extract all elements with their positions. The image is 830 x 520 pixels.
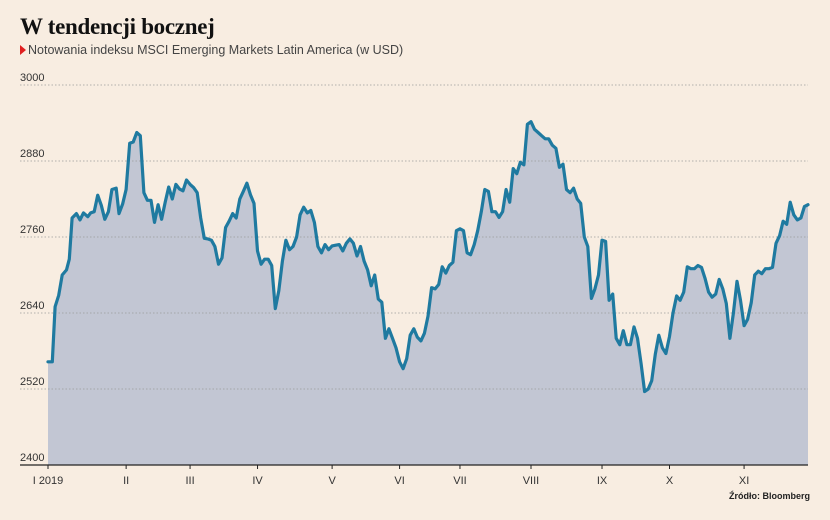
subtitle-text: Notowania indeksu MSCI Emerging Markets … — [28, 43, 404, 57]
source-note: Źródło: Bloomberg — [729, 491, 810, 501]
y-tick-label: 3000 — [20, 72, 44, 84]
y-tick-label: 2760 — [20, 224, 44, 236]
x-tick-label: VII — [453, 475, 466, 487]
y-tick-label: 2640 — [20, 300, 44, 312]
subtitle-marker-icon — [20, 45, 26, 55]
y-tick-label: 2880 — [20, 148, 44, 160]
x-tick-label: V — [328, 475, 336, 487]
x-tick-label: VIII — [523, 475, 540, 487]
chart-title: W tendencji bocznej — [20, 14, 215, 39]
x-tick-label: III — [185, 475, 194, 487]
x-tick-label: XI — [739, 475, 749, 487]
x-tick-label: X — [666, 475, 674, 487]
y-tick-label: 2520 — [20, 376, 44, 388]
y-tick-label: 2400 — [20, 452, 44, 464]
x-tick-label: IV — [252, 475, 263, 487]
area-fill — [48, 121, 808, 465]
x-tick-label: IX — [597, 475, 608, 487]
chart-subtitle: Notowania indeksu MSCI Emerging Markets … — [20, 43, 403, 57]
series-line — [46, 120, 810, 394]
x-tick-label: VI — [394, 475, 404, 487]
x-tick-label: I 2019 — [33, 475, 64, 487]
x-tick-label: II — [123, 475, 129, 487]
